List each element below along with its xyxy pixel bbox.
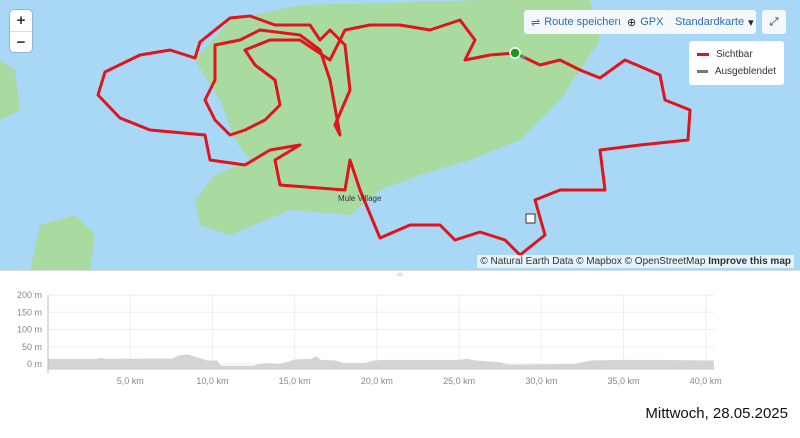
map-style-label: Standardkarte [675, 16, 745, 28]
x-tick-label: 10,0 km [196, 376, 228, 386]
gpx-label: GPX [640, 16, 664, 28]
y-tick-label: 150 m [17, 307, 42, 317]
y-tick-label: 100 m [17, 325, 42, 335]
legend-item-visible[interactable]: Sichtbar [697, 46, 776, 63]
finish-flag-icon[interactable] [525, 213, 536, 224]
save-route-label: Route speichern [544, 16, 625, 28]
expand-icon: ⤢ [769, 15, 779, 28]
island-small [30, 215, 95, 270]
caret-down-icon: ▾ [748, 16, 754, 29]
resize-handle[interactable]: ═ [0, 270, 800, 279]
elevation-area [48, 354, 714, 370]
place-label: Mule Village [338, 194, 382, 203]
x-tick-label: 20,0 km [361, 376, 393, 386]
legend-label: Ausgeblendet [714, 66, 776, 77]
route-line [96, 14, 692, 257]
y-tick-label: 0 m [27, 359, 42, 369]
improve-map-link[interactable]: Improve this map [708, 256, 791, 267]
start-marker[interactable] [509, 47, 521, 59]
zoom-control: + − [10, 10, 32, 52]
save-route-button[interactable]: ⇌ Route speichern [524, 10, 632, 34]
x-tick-label: 30,0 km [525, 376, 557, 386]
map-canvas[interactable]: Mule Village [0, 0, 800, 270]
gpx-button[interactable]: ⊕ GPX [620, 10, 671, 34]
elevation-chart: 200 m 150 m 100 m 50 m 0 m 5,0 km 10,0 km 15,0 … [17, 290, 722, 386]
date-label: Mittwoch, 28.05.2025 [645, 405, 788, 422]
legend-label: Sichtbar [716, 49, 753, 60]
y-tick-label: 50 m [22, 342, 42, 352]
island-main [195, 0, 600, 235]
x-tick-label: 25,0 km [443, 376, 475, 386]
zoom-in-button[interactable]: + [16, 12, 26, 29]
x-tick-label: 40,0 km [690, 376, 722, 386]
zoom-out-button[interactable]: − [10, 31, 32, 52]
x-tick-label: 35,0 km [608, 376, 640, 386]
download-icon: ⊕ [627, 16, 637, 29]
attribution-text: © Natural Earth Data © Mapbox © OpenStre… [480, 256, 706, 267]
legend-item-hidden[interactable]: Ausgeblendet [697, 63, 776, 80]
island-left [0, 60, 20, 120]
map[interactable]: Mule Village + − ⇌ Route speichern ⊕ GPX S… [0, 0, 800, 270]
y-tick-label: 200 m [17, 290, 42, 300]
route-icon: ⇌ [531, 16, 541, 29]
map-style-select[interactable]: Standardkarte ▾ [668, 10, 756, 34]
x-tick-label: 5,0 km [117, 376, 144, 386]
x-tick-label: 15,0 km [279, 376, 311, 386]
route-legend: Sichtbar Ausgeblendet [689, 41, 784, 85]
attribution: © Natural Earth Data © Mapbox © OpenStre… [477, 255, 794, 268]
fullscreen-button[interactable]: ⤢ [762, 10, 786, 34]
